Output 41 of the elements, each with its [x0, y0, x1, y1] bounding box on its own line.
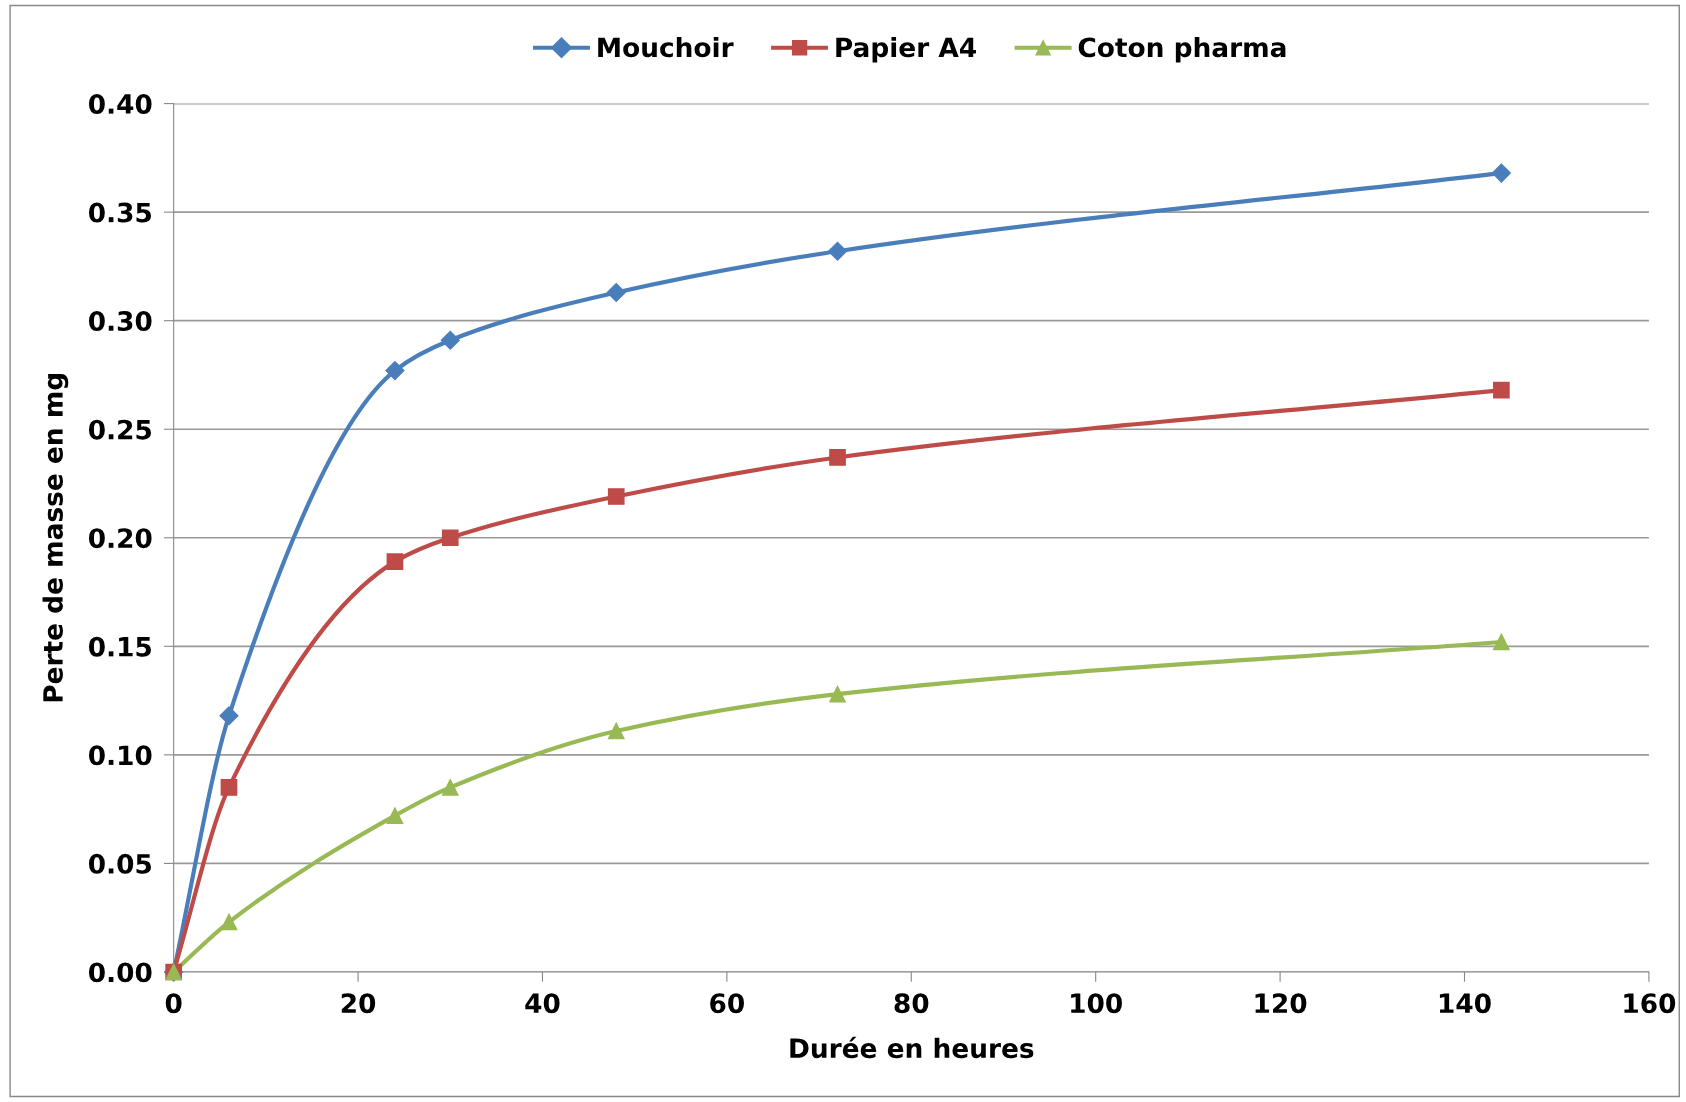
point — [827, 241, 848, 261]
x-tick-label: 160 — [1624, 993, 1676, 1014]
point — [1491, 163, 1511, 183]
x-tick-label: 140 — [1439, 993, 1491, 1014]
y-tick-label: 0.05 — [88, 853, 151, 874]
point — [607, 488, 625, 505]
legend-label: Mouchoir — [598, 36, 734, 58]
point — [1493, 381, 1510, 399]
point — [386, 807, 404, 824]
point — [385, 361, 405, 381]
x-tick-label: 40 — [525, 993, 560, 1014]
point — [220, 913, 238, 931]
y-tick-label: 0.35 — [88, 202, 151, 223]
x-tick-label: 0 — [165, 993, 182, 1014]
y-tick-label: 0.40 — [88, 94, 152, 114]
point — [606, 282, 626, 302]
point — [1493, 633, 1510, 651]
point — [829, 685, 846, 703]
x-axis-title: Durée en heures — [790, 1036, 1034, 1059]
y-tick-label: 0.25 — [88, 419, 151, 440]
y-tick-label: 0.15 — [88, 636, 151, 657]
x-tick-label: 20 — [341, 993, 376, 1014]
x-tick-label: 80 — [894, 993, 929, 1014]
point — [441, 779, 459, 796]
point — [441, 529, 459, 547]
y-axis-title: Perte de masse en mg — [42, 374, 69, 702]
point — [220, 779, 238, 796]
y-tick-label: 0.10 — [88, 745, 152, 766]
y-tick-label: 0.30 — [88, 311, 152, 332]
point — [386, 553, 404, 570]
x-tick-label: 100 — [1071, 993, 1122, 1014]
point — [829, 449, 846, 466]
point — [440, 330, 460, 350]
legend-label: Coton pharma — [1078, 36, 1286, 63]
x-tick-label: 60 — [710, 993, 744, 1014]
x-tick-label: 120 — [1255, 993, 1307, 1014]
point — [219, 706, 239, 726]
y-tick-label: 0.20 — [88, 528, 152, 549]
y-tick-label: 0.00 — [88, 962, 152, 983]
point — [607, 722, 625, 740]
legend-label: Papier A4 — [836, 36, 976, 63]
